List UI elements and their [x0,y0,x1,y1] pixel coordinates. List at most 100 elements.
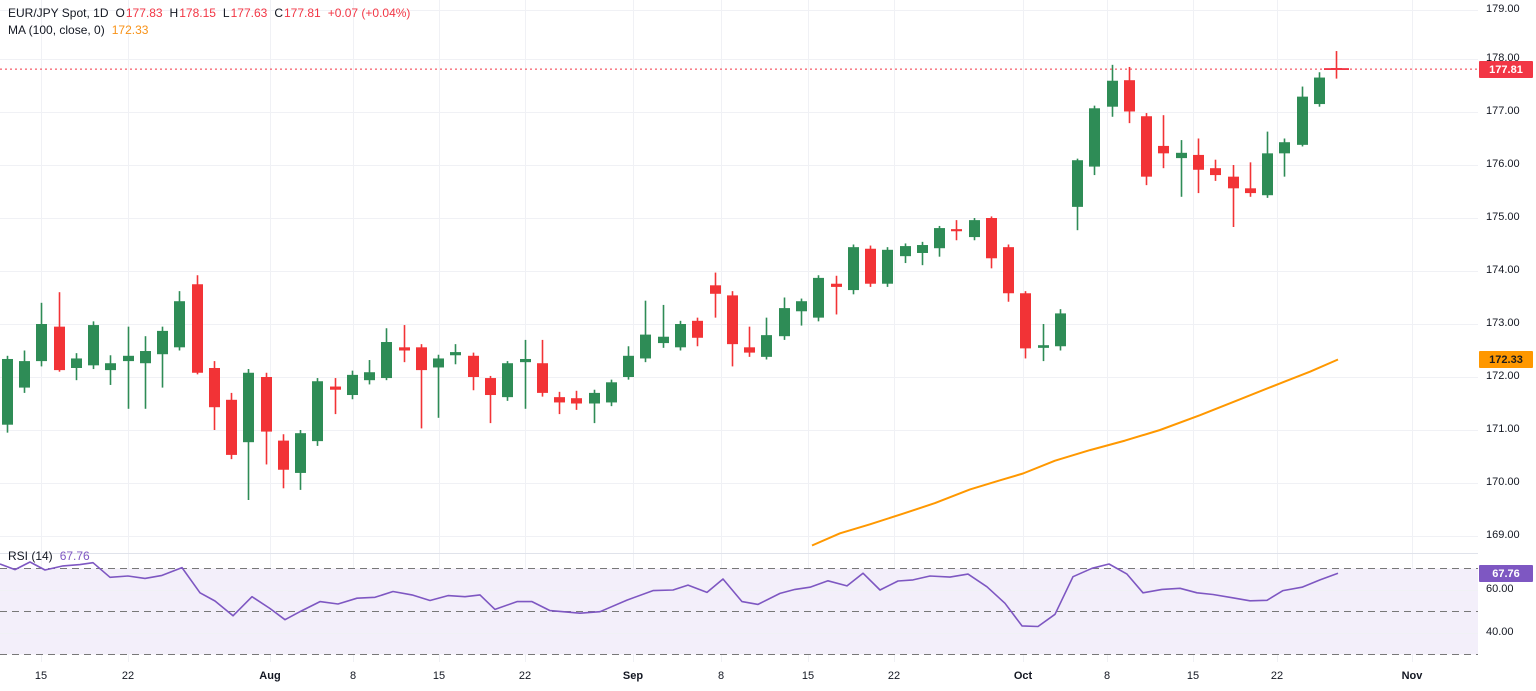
candle-down [1124,80,1135,112]
main-series-legend[interactable]: EUR/JPY Spot, 1D O 177.83 H 178.15 L 177… [8,6,410,21]
candle-down [1228,176,1239,189]
candle-down [865,248,876,284]
open-value: 177.83 [125,6,163,20]
candle-up [606,382,617,403]
candle-up [123,355,134,362]
price-axis-label: 175.00 [1486,211,1520,223]
candle-up [243,372,254,443]
ohlc-high: H 178.15 [169,6,216,20]
candle-up [520,358,531,363]
candle-down [1020,293,1031,349]
candle-up [589,392,600,404]
candle-down [710,285,721,294]
candle-up [140,351,151,364]
price-axis-label: 40.00 [1486,626,1514,638]
ohlc-open: O 177.83 [115,6,163,20]
price-axis-label: 174.00 [1486,264,1520,276]
candle-up [675,324,686,348]
time-axis-label: Nov [1401,670,1423,682]
candle-up [312,381,323,442]
candle-down [1193,154,1204,170]
time-axis-label: Aug [259,670,281,682]
symbol-title[interactable]: EUR/JPY Spot, 1D [8,6,109,20]
price-axis-label: 179.00 [1486,3,1520,15]
time-axis-label: 15 [801,670,815,682]
candle-up [882,249,893,284]
candle-up [88,325,99,366]
candle-up [917,245,928,253]
time-axis-label: Sep [622,670,644,682]
candle-down [485,378,496,396]
candle-down [554,397,565,403]
candle-up [623,355,634,377]
candle-down [744,347,755,353]
rsi-indicator-legend[interactable]: RSI (14) 67.76 [8,549,90,564]
candle-up [1297,96,1308,145]
candle-up [1072,160,1083,207]
candle-down [537,363,548,393]
ohlc-close: C 177.81 [274,6,321,20]
time-axis[interactable]: 15 22 Aug 8 15 22 Sep 8 15 22 Oct 8 15 22 Nov [0,662,1536,691]
rsi-value: 67.76 [59,549,90,563]
candle-down [54,326,65,371]
ma-value: 172.33 [111,23,149,37]
candle-up [1176,152,1187,159]
candle-down [330,386,341,390]
ohlc-low: L 177.63 [222,6,268,20]
candle-up [1107,80,1118,107]
axis-price-badge: 67.76 [1479,565,1533,582]
candle-down [951,229,962,232]
candle-down [571,398,582,404]
price-axis-label: 177.00 [1486,105,1520,117]
candle-up [640,334,651,359]
candle-up [1262,153,1273,196]
candle-up [381,342,392,379]
time-axis-label: 8 [1103,670,1111,682]
candle-up [1279,142,1290,154]
price-axis-label: 172.00 [1486,370,1520,382]
candle-up [450,352,461,356]
price-axis-label: 170.00 [1486,476,1520,488]
change-value: +0.07 (+0.04%) [327,6,411,20]
time-axis-label: 15 [1186,670,1200,682]
candle-down [468,355,479,377]
candle-down [192,284,203,373]
candle-up [1055,313,1066,347]
candle-up [1038,345,1049,348]
price-axis-label: 60.00 [1486,583,1514,595]
time-axis-label: Oct [1013,670,1033,682]
time-axis-label: 15 [432,670,446,682]
axis-price-badge: 172.33 [1479,351,1533,368]
price-axis-label: 169.00 [1486,529,1520,541]
time-axis-label: 8 [349,670,357,682]
candle-down [727,295,738,345]
ma-indicator-legend[interactable]: MA (100, close, 0) 172.33 [8,23,148,38]
candle-up [969,220,980,238]
axis-price-badge: 177.81 [1479,61,1533,78]
candle-down [986,218,997,259]
time-axis-label: 22 [1270,670,1284,682]
high-value: 178.15 [179,6,216,20]
candle-down [399,347,410,351]
time-axis-label: 8 [717,670,725,682]
ma-label: MA (100, close, 0) [8,23,105,37]
candle-up [813,277,824,318]
price-axis-label: 176.00 [1486,158,1520,170]
candle-down [1210,168,1221,176]
price-axis[interactable]: 179.00 178.00 177.00 176.00 175.00 174.00 173.… [1478,0,1536,662]
candle-down [226,399,237,455]
candle-down [692,320,703,338]
time-axis-label: 22 [887,670,901,682]
candle-up [900,246,911,257]
candle-up [347,374,358,396]
candle-down [261,377,272,432]
ma100-line [811,358,1339,547]
candle-up [157,330,168,355]
price-axis-label: 171.00 [1486,423,1520,435]
candle-up [105,363,116,371]
candle-up [295,433,306,473]
candle-up [174,301,185,348]
candle-up [2,358,13,425]
